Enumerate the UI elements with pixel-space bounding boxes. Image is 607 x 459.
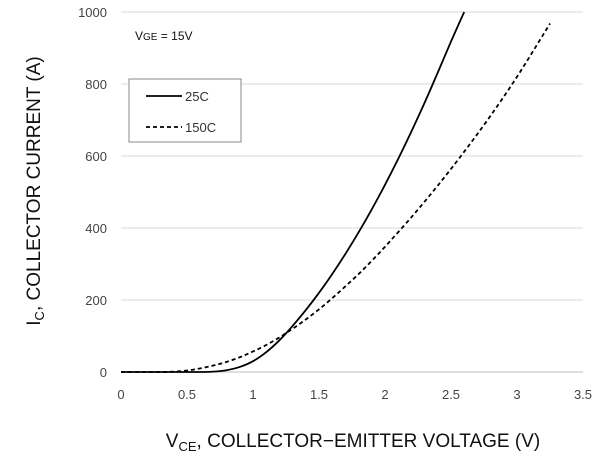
y-tick-label-200: 200 — [85, 293, 107, 308]
x-tick-label-3.5: 3.5 — [574, 387, 592, 402]
x-tick-label-2: 2 — [381, 387, 388, 402]
gridlines — [121, 11, 583, 301]
y-tick-label-0: 0 — [100, 365, 107, 380]
x-tick-label-0.5: 0.5 — [178, 387, 196, 402]
y-axis-title: IC, COLLECTOR CURRENT (A) — [24, 56, 47, 325]
x-tick-label-1.5: 1.5 — [310, 387, 328, 402]
vge-annotation: VGE = 15V — [135, 29, 193, 43]
y-tick-label-1000: 1000 — [78, 5, 107, 20]
x-axis-title: VCE, COLLECTOR−EMITTER VOLTAGE (V) — [166, 431, 540, 454]
x-tick-label-1: 1 — [249, 387, 256, 402]
x-tick-label-0: 0 — [117, 387, 124, 402]
series-line-150c — [120, 23, 551, 373]
y-tick-label-800: 800 — [85, 77, 107, 92]
y-tick-label-600: 600 — [85, 149, 107, 164]
y-tick-label-400: 400 — [85, 221, 107, 236]
legend-box — [128, 78, 242, 143]
tick-labels: 0 200 400 600 800 1000 0 0.5 1 1.5 2 2.5 3 3.5 — [78, 5, 592, 402]
series-line-25c — [121, 11, 466, 373]
vge-annotation-text: VGE = 15V — [135, 29, 193, 43]
series-lines — [120, 11, 551, 373]
x-tick-label-2.5: 2.5 — [442, 387, 460, 402]
legend-label-150c: 150C — [185, 120, 216, 135]
legend: 25C 150C — [128, 78, 242, 143]
x-tick-label-3: 3 — [513, 387, 520, 402]
legend-label-25c: 25C — [185, 89, 209, 104]
